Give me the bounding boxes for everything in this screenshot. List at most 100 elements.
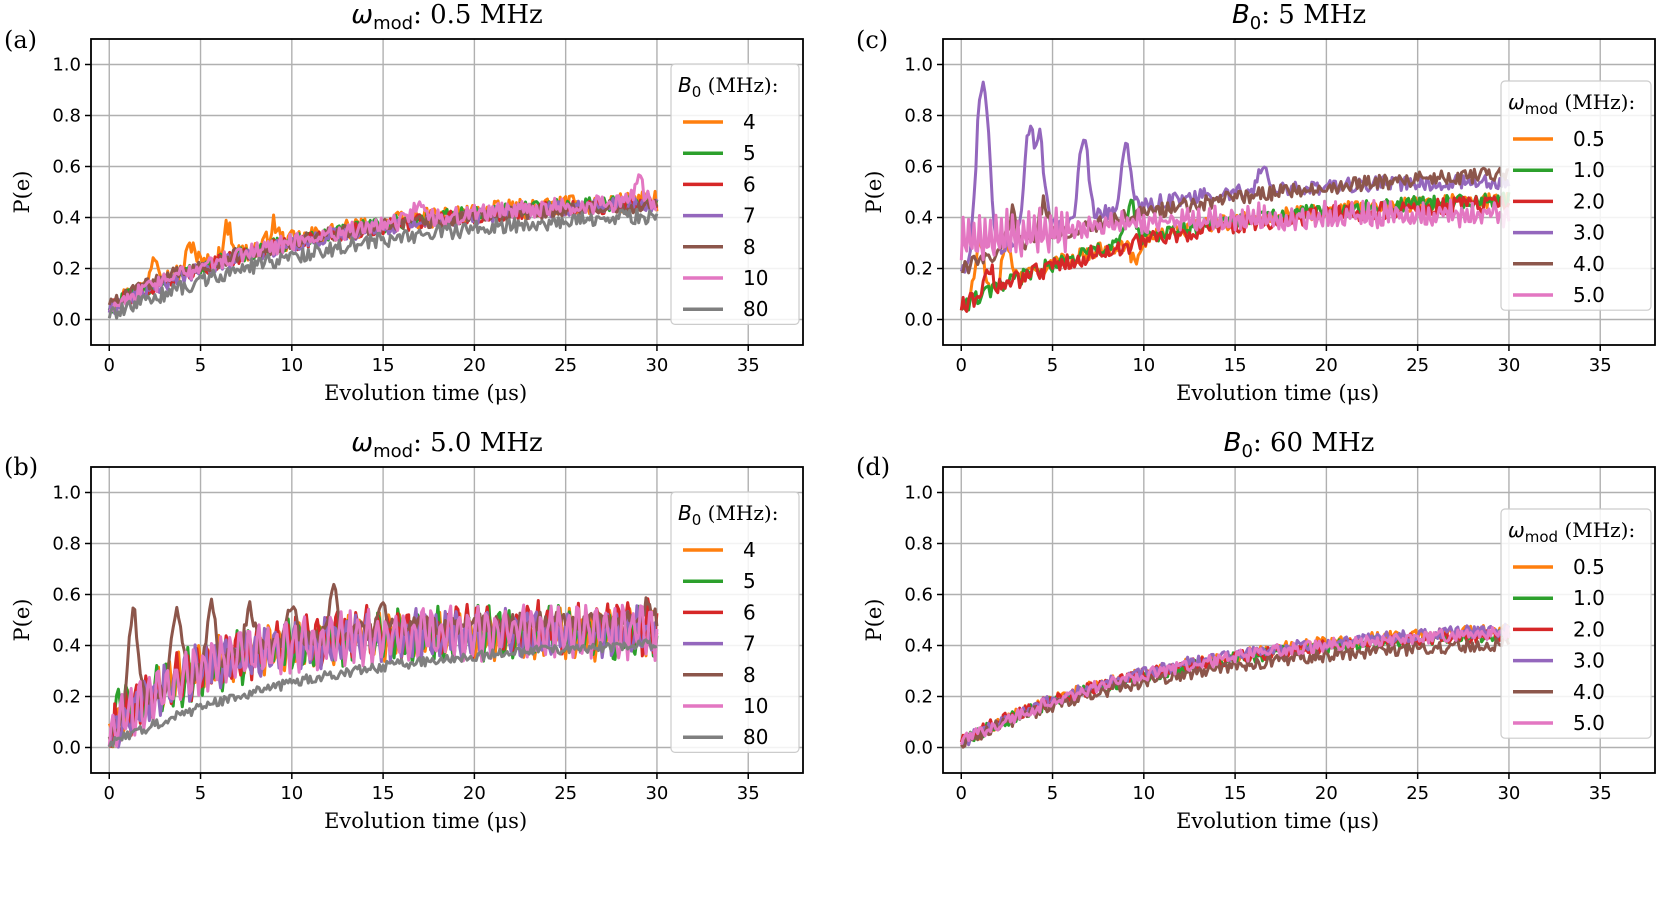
x-tick-label: 25 xyxy=(1406,355,1429,376)
y-tick-label: 0.6 xyxy=(904,157,933,178)
x-tick-label: 15 xyxy=(372,783,395,804)
y-tick-label: 0.6 xyxy=(52,585,81,606)
y-tick-label: 1.0 xyxy=(52,483,81,504)
x-tick-label: 0 xyxy=(956,783,967,804)
series-group xyxy=(959,622,1511,749)
x-tick-label: 5 xyxy=(195,783,206,804)
y-tick-label: 1.0 xyxy=(904,483,933,504)
legend: B0 (MHz): 4 5 6 7 8 10 80 xyxy=(670,63,800,325)
plot-frame xyxy=(90,466,804,774)
legend-entry-10: 10 xyxy=(743,694,768,718)
y-axis-label: P(e) xyxy=(10,171,34,214)
x-tick-label: 0 xyxy=(956,355,967,376)
y-tick-label: 1.0 xyxy=(904,55,933,76)
legend-entry-8: 8 xyxy=(743,235,756,259)
legend: B0 (MHz): 4 5 6 7 8 10 80 xyxy=(670,491,800,753)
panel-label: (b) xyxy=(4,453,38,481)
legend-entry-7: 7 xyxy=(743,204,756,228)
legend-entry-4.0: 4.0 xyxy=(1573,252,1605,276)
x-tick-label: 10 xyxy=(280,355,303,376)
legend-title: B0 (MHz): xyxy=(678,501,778,529)
legend-entry-3.0: 3.0 xyxy=(1573,649,1605,673)
x-tick-label: 5 xyxy=(195,355,206,376)
legend-entry-1.0: 1.0 xyxy=(1573,586,1605,610)
panel-label: (c) xyxy=(856,26,888,54)
y-tick-label: 0.6 xyxy=(904,585,933,606)
y-tick-label: 0.8 xyxy=(904,534,933,555)
x-tick-label: 10 xyxy=(280,783,303,804)
x-tick-label: 25 xyxy=(554,783,577,804)
series-line-10 xyxy=(109,173,658,312)
series-group xyxy=(959,80,1511,313)
legend-entry-8: 8 xyxy=(743,663,756,687)
series-group xyxy=(107,582,659,749)
plot-frame xyxy=(942,38,1656,346)
panel-label: (a) xyxy=(4,26,37,54)
x-tick-label: 15 xyxy=(1224,355,1247,376)
legend-entry-3.0: 3.0 xyxy=(1573,221,1605,245)
legend: ωmod (MHz): 0.5 1.0 2.0 3.0 4.0 5.0 xyxy=(1500,508,1652,739)
y-tick-label: 0.6 xyxy=(52,157,81,178)
legend-box xyxy=(670,63,800,325)
legend-entry-6: 6 xyxy=(743,600,756,624)
legend-entry-0.5: 0.5 xyxy=(1573,127,1605,151)
x-tick-label: 20 xyxy=(463,355,486,376)
y-tick-label: 0.0 xyxy=(52,310,81,331)
series-line-5.0 xyxy=(959,198,1511,262)
x-tick-label: 20 xyxy=(1315,783,1338,804)
x-tick-label: 30 xyxy=(645,783,668,804)
series-line-5.0 xyxy=(959,625,1511,746)
y-axis-label: P(e) xyxy=(862,599,886,642)
plot-frame xyxy=(90,38,804,346)
x-tick-label: 0 xyxy=(104,783,115,804)
legend-entry-80: 80 xyxy=(743,297,768,321)
series-line-80 xyxy=(107,638,658,748)
y-tick-label: 0.0 xyxy=(904,738,933,759)
x-tick-label: 10 xyxy=(1132,355,1155,376)
chart-title: ωmod: 5.0 MHz xyxy=(351,428,542,462)
chart-title: B0: 5 MHz xyxy=(1232,0,1366,34)
y-axis-label: P(e) xyxy=(10,599,34,642)
legend-title: ωmod (MHz): xyxy=(1508,518,1635,546)
y-tick-label: 0.8 xyxy=(904,106,933,127)
x-tick-label: 35 xyxy=(1589,783,1612,804)
y-tick-label: 0.4 xyxy=(52,636,81,657)
legend-entry-80: 80 xyxy=(743,725,768,749)
series-line-10 xyxy=(107,603,659,748)
legend-entry-1.0: 1.0 xyxy=(1573,158,1605,182)
series-line-4 xyxy=(107,606,659,749)
chart-title: ωmod: 0.5 MHz xyxy=(351,0,542,34)
legend-entry-2.0: 2.0 xyxy=(1573,617,1605,641)
legend: ωmod (MHz): 0.5 1.0 2.0 3.0 4.0 5.0 xyxy=(1500,80,1652,311)
y-tick-label: 0.2 xyxy=(904,259,933,280)
series-line-4.0 xyxy=(960,636,1511,749)
series-group xyxy=(107,173,659,320)
y-tick-label: 0.4 xyxy=(52,208,81,229)
y-tick-label: 0.4 xyxy=(904,636,933,657)
y-tick-label: 0.0 xyxy=(52,738,81,759)
x-tick-label: 30 xyxy=(1497,783,1520,804)
x-tick-label: 25 xyxy=(554,355,577,376)
x-tick-label: 20 xyxy=(463,783,486,804)
x-tick-label: 15 xyxy=(372,355,395,376)
y-tick-label: 0.0 xyxy=(904,310,933,331)
legend-title: ωmod (MHz): xyxy=(1508,90,1635,118)
x-tick-label: 35 xyxy=(737,355,760,376)
x-tick-label: 35 xyxy=(1589,355,1612,376)
legend-entry-5: 5 xyxy=(743,141,756,165)
y-tick-label: 0.8 xyxy=(52,534,81,555)
x-tick-label: 15 xyxy=(1224,783,1247,804)
chart-title: B0: 60 MHz xyxy=(1224,428,1375,462)
x-tick-label: 0 xyxy=(104,355,115,376)
x-axis-label: Evolution time (μs) xyxy=(324,809,527,833)
plot-frame xyxy=(942,466,1656,774)
x-tick-label: 30 xyxy=(1497,355,1520,376)
x-tick-label: 20 xyxy=(1315,355,1338,376)
legend-box xyxy=(670,491,800,753)
panel-label: (d) xyxy=(856,453,890,481)
panel-a: 0 5 10 15 20 25 30 35 0.0 0.2 0.4 0.6 0.8 1.0 Evolutio… xyxy=(4,0,804,405)
x-tick-label: 35 xyxy=(737,783,760,804)
legend-entry-5: 5 xyxy=(743,569,756,593)
legend-entry-4: 4 xyxy=(743,110,756,134)
legend-entry-4: 4 xyxy=(743,538,756,562)
